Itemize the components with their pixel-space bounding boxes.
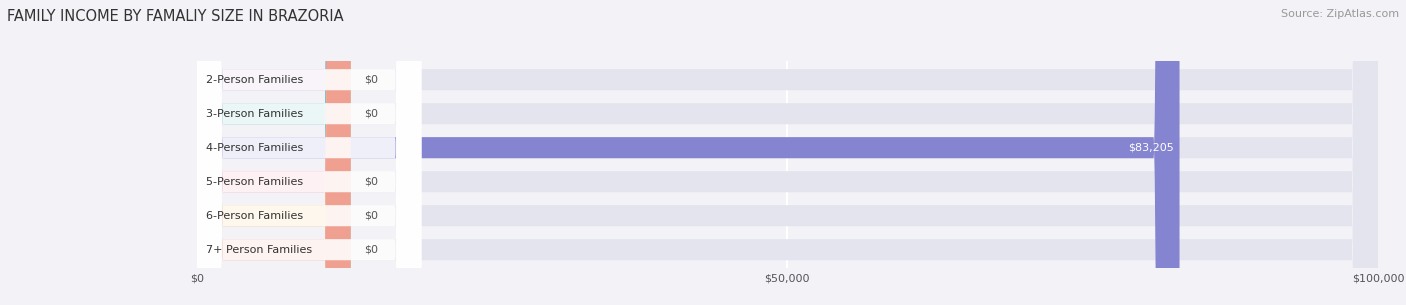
Text: 6-Person Families: 6-Person Families [207,211,304,221]
FancyBboxPatch shape [197,0,1378,305]
Text: $0: $0 [364,109,378,119]
FancyBboxPatch shape [197,0,1180,305]
Text: 4-Person Families: 4-Person Families [207,143,304,153]
FancyBboxPatch shape [197,0,1378,305]
Text: 3-Person Families: 3-Person Families [207,109,304,119]
Text: $0: $0 [364,177,378,187]
Text: 5-Person Families: 5-Person Families [207,177,304,187]
FancyBboxPatch shape [197,0,350,305]
Text: 7+ Person Families: 7+ Person Families [207,245,312,255]
Text: Source: ZipAtlas.com: Source: ZipAtlas.com [1281,9,1399,19]
Text: FAMILY INCOME BY FAMALIY SIZE IN BRAZORIA: FAMILY INCOME BY FAMALIY SIZE IN BRAZORI… [7,9,343,24]
Text: $0: $0 [364,245,378,255]
FancyBboxPatch shape [197,0,350,305]
FancyBboxPatch shape [197,0,422,305]
FancyBboxPatch shape [197,0,350,305]
FancyBboxPatch shape [197,0,1378,305]
FancyBboxPatch shape [197,0,1378,305]
FancyBboxPatch shape [197,0,1378,305]
FancyBboxPatch shape [197,0,422,305]
FancyBboxPatch shape [197,0,1378,305]
FancyBboxPatch shape [197,0,422,305]
FancyBboxPatch shape [197,0,422,305]
FancyBboxPatch shape [197,0,350,305]
Text: 2-Person Families: 2-Person Families [207,75,304,85]
Text: $0: $0 [364,75,378,85]
Text: $0: $0 [364,211,378,221]
Text: $83,205: $83,205 [1128,143,1174,153]
FancyBboxPatch shape [197,0,422,305]
FancyBboxPatch shape [197,0,350,305]
FancyBboxPatch shape [197,0,422,305]
